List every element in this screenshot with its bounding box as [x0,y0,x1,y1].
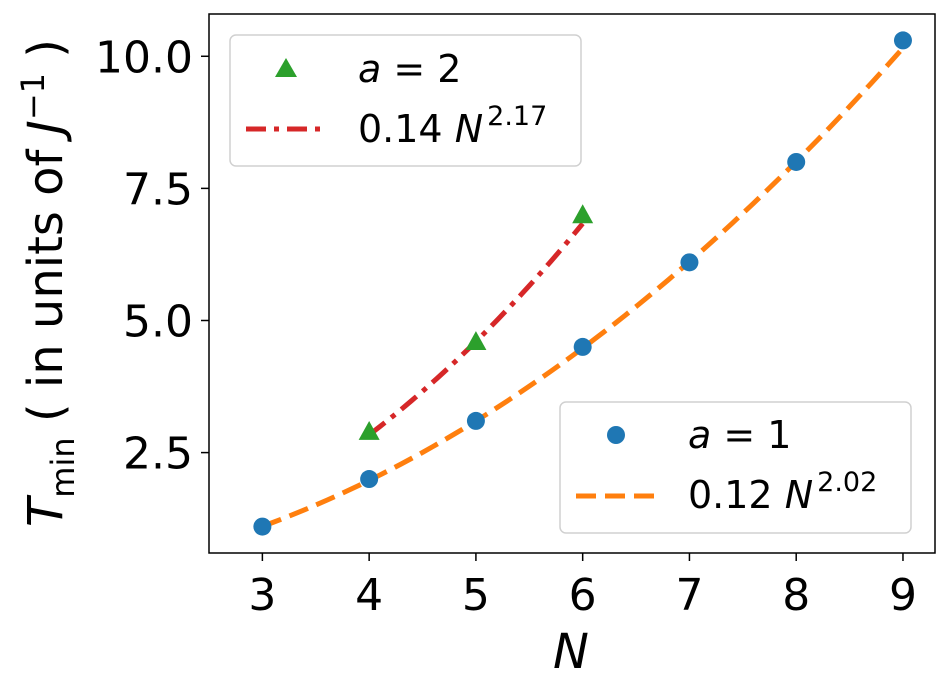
legend-label-a1: a = 1 [688,413,791,457]
data-point-circle [573,337,592,356]
legend-label-a2: a = 2 [358,47,461,91]
data-point-circle [787,152,806,171]
legend-marker-triangle [275,58,297,77]
data-point-triangle [465,331,487,351]
y-tick-label: 7.5 [123,164,193,215]
legend-box [229,34,582,167]
data-point-circle [253,517,272,536]
x-axis-label: N [553,624,589,680]
data-point-circle [466,411,485,430]
x-tick-label: 6 [569,570,597,621]
y-axis-label-subscript: min [44,437,82,497]
y-axis-label-unit-exponent: −1 [14,73,52,120]
x-tick-label: 4 [355,570,383,621]
data-point-circle [893,31,912,50]
y-axis-label-text-end: ) [18,39,74,73]
x-tick-label: 9 [889,570,917,621]
legend-label-fit-a2: 0.14 N 2.17 [358,101,547,151]
y-tick-label: 10.0 [95,32,193,83]
x-tick-label: 7 [675,570,703,621]
legend-upper-left: a = 2 0.14 N 2.17 [229,34,582,167]
data-point-triangle [358,420,380,440]
y-tick-label: 5.0 [123,296,193,347]
legend-box [559,401,912,534]
x-tick-label: 5 [462,570,490,621]
data-point-circle [680,253,699,272]
y-axis-label: Tmin ( in units of J−1 ) [14,39,82,527]
x-tick-label: 3 [248,570,276,621]
data-point-circle [360,470,379,489]
y-tick-label: 2.5 [123,429,193,480]
x-tick-label: 8 [782,570,810,621]
data-point-triangle [572,204,594,224]
y-axis-label-text: ( in units of [18,134,74,437]
legend-label-fit-a1: 0.12 N 2.02 [688,467,877,517]
y-axis-label-symbol: T [18,494,74,527]
x-axis: 3 4 5 6 7 8 9 [248,553,917,621]
y-axis: 2.5 5.0 7.5 10.0 [95,32,209,480]
plot-frame [208,13,936,554]
legend-marker-circle [607,426,625,444]
legend-lower-right: a = 1 0.12 N 2.02 [559,401,912,534]
plot-area [253,31,912,536]
fit-line-3 [367,221,585,437]
